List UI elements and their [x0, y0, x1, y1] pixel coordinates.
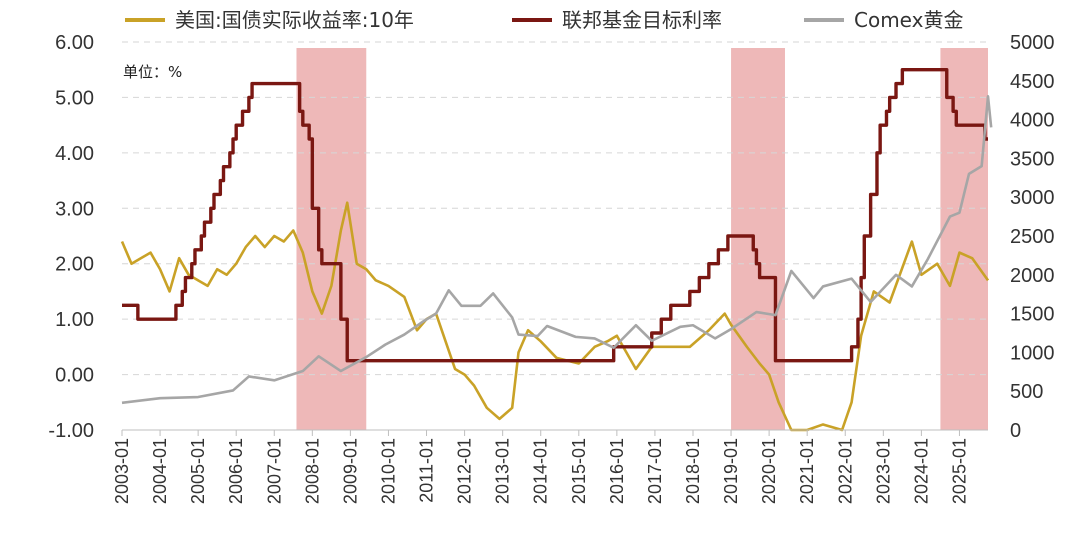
- y-right-tick-label: 4000: [1010, 110, 1055, 132]
- x-tick-label: 2015-01: [569, 438, 589, 504]
- y-left-tick-label: 2.00: [55, 254, 94, 276]
- y-left-tick-label: 0.00: [55, 365, 94, 387]
- series-line: [121, 95, 993, 405]
- x-tick-label: 2013-01: [493, 438, 513, 504]
- legend-label: 联邦基金目标利率: [562, 8, 722, 32]
- x-tick-label: 2023-01: [873, 438, 893, 504]
- x-tick-label: 2017-01: [645, 438, 665, 504]
- y-right-tick-label: 3000: [1010, 187, 1055, 209]
- shaded-period: [731, 48, 785, 430]
- y-right-tick-label: 4500: [1010, 71, 1055, 93]
- y-right-tick-label: 500: [1010, 381, 1043, 403]
- legend-label: Comex黄金: [854, 8, 963, 32]
- legend-label: 美国:国债实际收益率:10年: [175, 8, 414, 32]
- x-tick-label: 2007-01: [264, 438, 284, 504]
- x-tick-label: 2022-01: [835, 438, 855, 504]
- series-line: [122, 68, 988, 363]
- x-tick-label: 2009-01: [340, 438, 360, 504]
- y-right-tick-label: 1000: [1010, 342, 1055, 364]
- x-tick-label: 2012-01: [455, 438, 475, 504]
- y-left-tick-label: 3.00: [55, 198, 94, 220]
- shaded-periods: [296, 48, 988, 430]
- x-tick-label: 2008-01: [302, 438, 322, 504]
- y-right-tick-label: 2500: [1010, 226, 1055, 248]
- y-left-tick-label: -1.00: [48, 420, 94, 442]
- x-tick-label: 2004-01: [150, 438, 170, 504]
- unit-note: 单位：%: [123, 63, 182, 81]
- x-tick-label: 2021-01: [797, 438, 817, 504]
- y-right-tick-label: 5000: [1010, 32, 1055, 54]
- x-tick-label: 2018-01: [683, 438, 703, 504]
- series-lines: [120, 68, 993, 432]
- x-tick-label: 2005-01: [188, 438, 208, 504]
- x-tick-label: 2024-01: [911, 438, 931, 504]
- y-right-tick-label: 3500: [1010, 148, 1055, 170]
- x-tick-label: 2006-01: [226, 438, 246, 504]
- x-tick-label: 2025-01: [949, 438, 969, 504]
- x-tick-label: 2003-01: [112, 438, 132, 504]
- x-tick-label: 2010-01: [378, 438, 398, 504]
- x-tick-label: 2020-01: [759, 438, 779, 504]
- shaded-period: [940, 48, 988, 430]
- y-right-tick-label: 2000: [1010, 265, 1055, 287]
- axes: 6.005.004.003.002.001.000.00-1.005000450…: [48, 32, 1054, 504]
- y-left-tick-label: 1.00: [55, 309, 94, 331]
- y-left-tick-label: 5.00: [55, 87, 94, 109]
- gridlines: [122, 41, 988, 376]
- series-line: [120, 201, 990, 432]
- y-left-tick-label: 6.00: [55, 32, 94, 54]
- x-tick-label: 2016-01: [607, 438, 627, 504]
- y-right-tick-label: 0: [1010, 420, 1021, 442]
- y-left-tick-label: 4.00: [55, 143, 94, 165]
- legend: 美国:国债实际收益率:10年 联邦基金目标利率 Comex黄金: [125, 8, 963, 32]
- x-tick-label: 2011-01: [417, 438, 437, 503]
- x-tick-label: 2014-01: [531, 438, 551, 504]
- x-tick-label: 2019-01: [721, 438, 741, 504]
- shaded-period: [296, 48, 367, 430]
- y-right-tick-label: 1500: [1010, 304, 1055, 326]
